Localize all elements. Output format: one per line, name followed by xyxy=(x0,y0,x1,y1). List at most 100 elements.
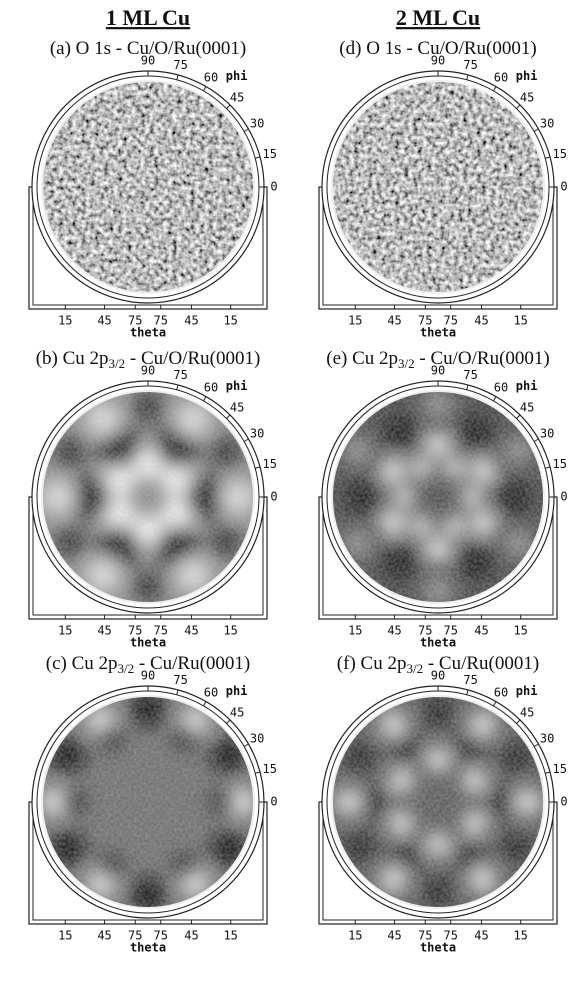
phi-tick-label: 75 xyxy=(463,58,477,72)
theta-tick-label: 45 xyxy=(474,624,488,638)
theta-label: theta xyxy=(130,941,166,955)
grain xyxy=(332,391,544,603)
theta-label: theta xyxy=(130,326,166,340)
phi-label: phi xyxy=(516,379,538,393)
panel: (a) O 1s - Cu/O/Ru(0001)9075604530150phi… xyxy=(29,38,278,339)
caption-subscript: 3/2 xyxy=(406,661,423,676)
grain xyxy=(42,391,254,603)
phi-label: phi xyxy=(516,684,538,698)
phi-tick-label: 90 xyxy=(141,54,155,68)
phi-label: phi xyxy=(516,69,538,83)
theta-tick-label: 15 xyxy=(513,624,527,638)
theta-tick-label: 45 xyxy=(184,929,198,943)
noise-texture xyxy=(42,81,254,293)
caption-text: (c) Cu 2p xyxy=(46,653,118,674)
theta-tick-label: 15 xyxy=(223,929,237,943)
phi-tick-label: 60 xyxy=(494,685,508,699)
phi-tick-label: 0 xyxy=(270,795,277,809)
theta-tick-label: 45 xyxy=(97,314,111,328)
theta-tick-label: 45 xyxy=(184,314,198,328)
phi-tick-label: 60 xyxy=(494,380,508,394)
phi-tick-label: 60 xyxy=(204,685,218,699)
phi-tick-label: 15 xyxy=(552,457,566,471)
theta-tick-label: 15 xyxy=(348,929,362,943)
theta-tick-label: 15 xyxy=(223,624,237,638)
panel: (e) Cu 2p3/2 - Cu/O/Ru(0001)907560453015… xyxy=(319,348,568,649)
noise-texture xyxy=(332,81,544,293)
diffraction-pattern xyxy=(42,81,254,293)
phi-tick-label: 75 xyxy=(463,673,477,687)
phi-tick-label: 45 xyxy=(230,90,244,104)
column-title: 1 ML Cu xyxy=(106,5,190,30)
theta-tick-label: 15 xyxy=(58,929,72,943)
theta-label: theta xyxy=(420,636,456,650)
theta-tick-label: 15 xyxy=(58,624,72,638)
diffraction-pattern xyxy=(332,696,544,908)
caption-text: (f) Cu 2p xyxy=(337,653,407,674)
figure: 1 ML Cu 2 ML Cu (a) O 1s - Cu/O/Ru(0001)… xyxy=(0,0,578,993)
column-title: 2 ML Cu xyxy=(396,5,480,30)
theta-tick-label: 45 xyxy=(387,929,401,943)
caption-text: (e) Cu 2p xyxy=(326,348,398,369)
caption-subscript: 3/2 xyxy=(109,356,126,371)
phi-tick-label: 30 xyxy=(540,427,554,441)
theta-tick-label: 15 xyxy=(223,314,237,328)
theta-tick-label: 45 xyxy=(474,929,488,943)
phi-tick-label: 15 xyxy=(552,762,566,776)
caption-subscript: 3/2 xyxy=(118,661,135,676)
phi-tick-label: 45 xyxy=(520,90,534,104)
diffraction-pattern xyxy=(332,81,544,293)
phi-tick-label: 0 xyxy=(560,180,567,194)
theta-label: theta xyxy=(130,636,166,650)
phi-tick-label: 15 xyxy=(262,147,276,161)
phi-tick-label: 75 xyxy=(173,368,187,382)
phi-tick-label: 60 xyxy=(204,70,218,84)
theta-tick-label: 45 xyxy=(97,624,111,638)
theta-tick-label: 45 xyxy=(387,314,401,328)
phi-tick-label: 75 xyxy=(173,58,187,72)
phi-tick-label: 75 xyxy=(463,368,477,382)
caption-text: (b) Cu 2p xyxy=(36,348,109,369)
phi-tick-label: 45 xyxy=(230,705,244,719)
phi-tick-label: 90 xyxy=(431,364,445,378)
theta-tick-label: 45 xyxy=(387,624,401,638)
theta-tick-label: 15 xyxy=(58,314,72,328)
phi-tick-label: 30 xyxy=(250,117,264,131)
grain xyxy=(332,696,544,908)
phi-tick-label: 0 xyxy=(270,180,277,194)
theta-label: theta xyxy=(420,326,456,340)
phi-tick-label: 90 xyxy=(431,54,445,68)
phi-label: phi xyxy=(226,684,248,698)
phi-tick-label: 30 xyxy=(250,732,264,746)
caption-subscript: 3/2 xyxy=(398,356,415,371)
theta-tick-label: 15 xyxy=(513,929,527,943)
phi-tick-label: 90 xyxy=(141,364,155,378)
panel: (b) Cu 2p3/2 - Cu/O/Ru(0001)907560453015… xyxy=(29,348,278,649)
phi-label: phi xyxy=(226,69,248,83)
phi-tick-label: 45 xyxy=(520,400,534,414)
theta-tick-label: 15 xyxy=(348,314,362,328)
phi-tick-label: 0 xyxy=(560,490,567,504)
theta-tick-label: 45 xyxy=(184,624,198,638)
phi-tick-label: 45 xyxy=(230,400,244,414)
grain xyxy=(42,696,254,908)
phi-label: phi xyxy=(226,379,248,393)
phi-tick-label: 15 xyxy=(262,762,276,776)
theta-tick-label: 15 xyxy=(513,314,527,328)
phi-tick-label: 30 xyxy=(540,732,554,746)
theta-tick-label: 45 xyxy=(97,929,111,943)
panel: (f) Cu 2p3/2 - Cu/Ru(0001)9075604530150p… xyxy=(319,653,568,954)
phi-tick-label: 15 xyxy=(552,147,566,161)
phi-tick-label: 90 xyxy=(431,669,445,683)
phi-tick-label: 60 xyxy=(494,70,508,84)
phi-tick-label: 90 xyxy=(141,669,155,683)
phi-tick-label: 0 xyxy=(270,490,277,504)
phi-tick-label: 0 xyxy=(560,795,567,809)
theta-tick-label: 15 xyxy=(348,624,362,638)
phi-tick-label: 15 xyxy=(262,457,276,471)
theta-tick-label: 45 xyxy=(474,314,488,328)
phi-tick-label: 60 xyxy=(204,380,218,394)
theta-label: theta xyxy=(420,941,456,955)
